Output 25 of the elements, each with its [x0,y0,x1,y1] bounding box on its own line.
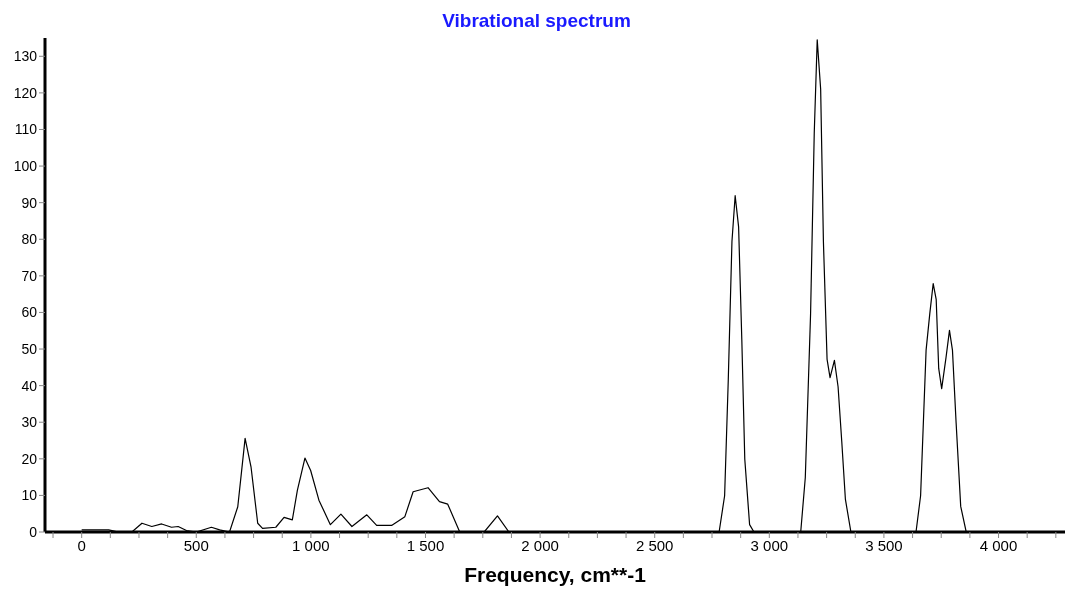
y-tick-label: 40 [21,377,38,394]
x-tick-label: 0 [77,536,86,554]
x-tick-label: 4 000 [979,536,1018,554]
y-tick-label: 110 [14,121,38,138]
x-tick-label: 2 500 [635,536,674,554]
y-tick-label: 130 [13,48,38,65]
x-tick-label: 1 500 [406,536,445,554]
y-tick-label: 80 [21,231,38,248]
y-tick-label: 0 [29,523,38,540]
y-tick-label: 120 [13,84,38,101]
y-tick-label: 60 [21,304,38,321]
x-tick-label: 500 [183,536,209,554]
x-axis-title: Frequency, cm**-1 [464,563,647,586]
y-tick-label: 30 [21,414,38,431]
x-tick-label: 2 000 [521,536,559,554]
chart-title: Vibrational spectrum [441,9,632,33]
x-tick-label: 3 500 [865,536,903,554]
y-tick-label: 90 [21,194,38,211]
y-tick-label: 10 [21,487,38,504]
x-tick-label: 3 000 [750,536,789,554]
x-tick-label: 1 000 [292,536,330,554]
y-tick-label: 70 [21,267,38,284]
y-tick-label: 20 [21,450,38,467]
y-tick-label: 50 [21,341,38,358]
y-tick-label: 100 [13,158,38,175]
